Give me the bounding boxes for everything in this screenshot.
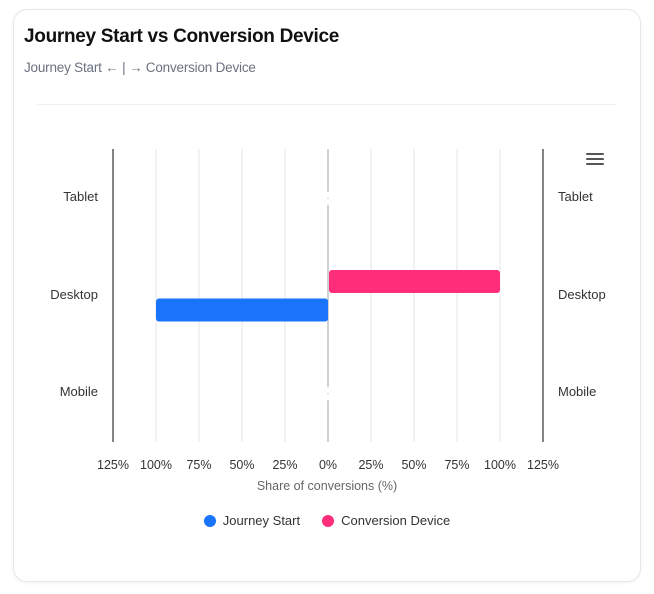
hamburger-menu-icon-line <box>586 157 604 160</box>
bar-journey-start-desktop[interactable] <box>156 298 328 322</box>
x-tick-label: 25% <box>358 458 384 472</box>
x-tick-label: 50% <box>229 458 255 472</box>
legend-dot-icon <box>322 514 335 527</box>
x-tick-label: 25% <box>272 458 298 472</box>
x-tick-label: 125% <box>527 458 559 472</box>
category-label-left: Mobile <box>59 384 98 400</box>
category-label-left: Tablet <box>63 188 98 204</box>
x-tick-label: 100% <box>484 458 516 472</box>
category-label-right: Desktop <box>558 286 606 302</box>
header-divider <box>37 104 617 105</box>
chart-title: Journey Start vs Conversion Device <box>24 26 340 47</box>
hamburger-menu-icon <box>586 152 604 155</box>
category-label-right: Mobile <box>558 384 597 400</box>
category-label-left: Desktop <box>50 286 98 302</box>
legend-label: Journey Start <box>222 513 301 528</box>
bar-conversion-device-desktop[interactable] <box>329 270 500 293</box>
x-tick-label: 125% <box>97 458 129 472</box>
hamburger-menu-icon-line <box>586 162 604 165</box>
x-tick-label: 0% <box>318 458 338 472</box>
x-axis-title: Share of conversions (%) <box>256 479 398 493</box>
legend-item-journey-start[interactable]: Journey Start <box>203 513 301 528</box>
x-tick-label: 50% <box>401 458 427 472</box>
x-tick-label: 75% <box>186 458 212 472</box>
chart-subtitle: Journey Start ← | → Conversion Device <box>24 60 256 75</box>
x-tick-label: 100% <box>140 458 172 472</box>
chart-menu-button[interactable] <box>584 150 606 168</box>
category-label-right: Tablet <box>558 188 593 204</box>
legend-label: Conversion Device <box>341 513 451 528</box>
legend: Journey Start Conversion Device <box>0 513 654 528</box>
x-tick-label: 75% <box>444 458 470 472</box>
legend-dot-icon <box>203 514 216 527</box>
legend-item-conversion-device[interactable]: Conversion Device <box>322 513 450 528</box>
